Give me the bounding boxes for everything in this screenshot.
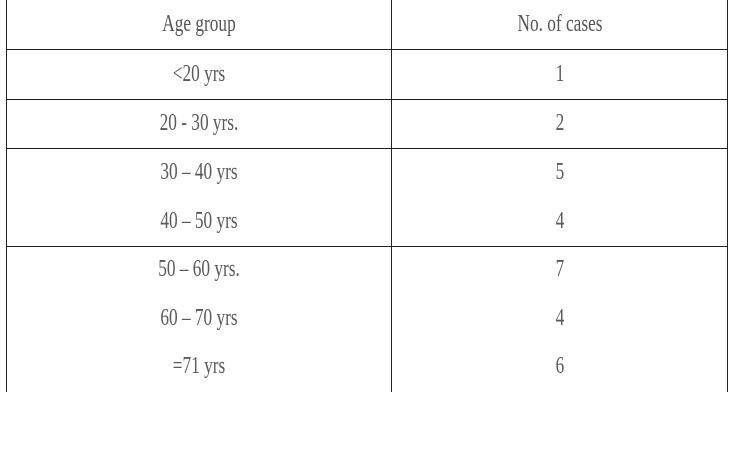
column-header-no-of-cases: No. of cases [517,11,603,37]
table-cell-cases: 1 [555,61,565,87]
table-cell-age-group: <20 yrs [172,61,226,87]
table-column-divider [391,0,392,392]
table-cell-age-group: 50 – 60 yrs. [158,256,240,282]
row-group-border [6,148,728,149]
table-cell-cases: 4 [555,208,565,234]
table-cell-age-group: 30 – 40 yrs [160,159,238,185]
header-bottom-border [6,49,728,50]
column-header-age-group: Age group [162,11,236,37]
table-border-left [6,0,7,392]
table-cell-age-group: =71 yrs [172,353,226,379]
table-border-right [727,0,728,392]
table-cell-cases: 7 [555,256,565,282]
table-cell-cases: 4 [555,305,565,331]
table-cell-cases: 2 [555,110,565,136]
row-group-border [6,99,728,100]
table-cell-cases: 6 [555,353,565,379]
age-group-table: Age group No. of cases <20 yrs 1 20 - 30… [6,0,728,392]
table-cell-age-group: 20 - 30 yrs. [159,110,239,136]
row-group-border [6,246,728,247]
table-cell-age-group: 60 – 70 yrs [160,305,238,331]
table-cell-cases: 5 [555,159,565,185]
table-cell-age-group: 40 – 50 yrs [160,208,238,234]
